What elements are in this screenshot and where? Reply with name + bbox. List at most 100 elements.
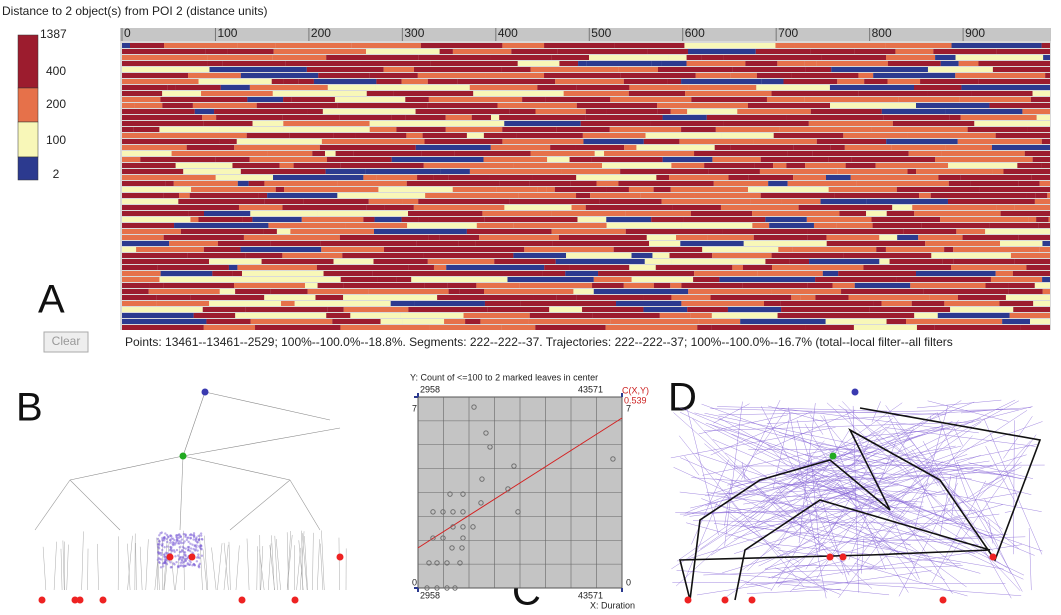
trajectory-segment <box>502 139 584 144</box>
trajectory-segment <box>563 91 629 96</box>
trajectory-segment <box>1042 289 1050 294</box>
cloud-dot <box>173 550 176 554</box>
cloud-dot <box>156 537 160 541</box>
scatter-title: Y: Count of <=100 to 2 marked leaves in … <box>410 372 598 382</box>
point <box>479 476 485 482</box>
edge <box>876 421 965 503</box>
trajectory-segment <box>858 73 874 78</box>
trajectory-segment <box>661 61 687 66</box>
edge <box>729 516 800 563</box>
trajectory-segment <box>1039 181 1050 186</box>
trajectory-segment <box>713 181 769 186</box>
trajectory-segment <box>742 265 773 270</box>
cloud-dot <box>170 535 173 538</box>
point <box>460 524 466 530</box>
trajectory-segment <box>363 217 375 222</box>
trajectory-segment <box>535 109 586 114</box>
trajectory-segment <box>480 319 529 324</box>
edge <box>60 548 63 591</box>
cloud-dot <box>171 541 175 544</box>
trajectory-segment <box>363 175 377 180</box>
edge <box>741 399 781 480</box>
trajectory-segment <box>282 115 340 120</box>
trajectory-segment <box>727 307 782 312</box>
point <box>460 535 466 541</box>
legend-swatch <box>17 87 39 123</box>
edge <box>804 423 909 593</box>
trajectory-segment <box>783 79 838 84</box>
trajectory-segment <box>194 109 215 114</box>
trajectory-segment <box>1003 169 1050 174</box>
trajectory-segment <box>962 235 1019 240</box>
cloud-dot <box>163 555 166 558</box>
edge <box>703 565 963 576</box>
point <box>610 456 616 462</box>
trajectory-segment <box>192 103 257 108</box>
trajectory-segment <box>583 139 644 144</box>
trajectory-segment <box>881 301 912 306</box>
trajectory-segment <box>596 181 619 186</box>
trajectory-segment <box>345 223 408 228</box>
trajectory-segment <box>957 139 1042 144</box>
trajectory-segment <box>326 313 351 318</box>
trajectory-segment <box>582 133 646 138</box>
trajectory-segment <box>745 61 778 66</box>
edge <box>851 476 924 514</box>
edge <box>860 488 905 514</box>
trajectory-segment <box>423 271 504 276</box>
trajectory-segment <box>494 259 556 264</box>
cloud-dot <box>184 534 188 537</box>
cloud-dot <box>172 562 175 565</box>
trajectory-segment <box>670 109 688 114</box>
node <box>179 452 187 460</box>
trajectory-segment <box>122 199 168 204</box>
trajectory-segment <box>219 289 236 294</box>
trajectory-segment <box>528 319 611 324</box>
cloud-dot <box>161 548 164 552</box>
x-tick-label: 2958 <box>420 590 440 600</box>
trajectory-segment <box>369 73 418 78</box>
trajectory-segment <box>941 151 1025 156</box>
point <box>452 585 458 591</box>
trajectory-segment <box>408 211 483 216</box>
trajectory-segment <box>205 49 228 54</box>
trajectory-segment <box>186 145 235 150</box>
edge <box>826 402 981 539</box>
trajectory-segment <box>202 307 246 312</box>
edge <box>298 540 304 591</box>
trajectory-segment <box>1036 217 1049 222</box>
trajectory-segment <box>535 325 606 330</box>
trajectory-segment <box>246 133 290 138</box>
x-tick-label: 800 <box>872 26 892 40</box>
edge <box>235 545 240 591</box>
trajectory-segment <box>240 73 319 78</box>
clear-button[interactable] <box>43 331 89 353</box>
edge <box>164 542 170 591</box>
trajectory-segment <box>935 55 956 60</box>
trajectory-segment <box>850 175 939 180</box>
trajectory-segment <box>828 187 897 192</box>
trajectory-segment <box>307 109 323 114</box>
edge <box>927 400 1009 422</box>
trajectory-segment <box>1018 235 1050 240</box>
trajectory-segment <box>569 265 630 270</box>
trajectory-segment <box>643 307 688 312</box>
trajectory-segment <box>662 157 713 162</box>
trajectory-segment <box>320 241 417 246</box>
trajectory-segment <box>800 295 816 300</box>
trajectory-segment <box>418 217 485 222</box>
trajectory-segment <box>198 61 208 66</box>
cloud-dot <box>196 549 199 552</box>
trajectory-segment <box>927 91 972 96</box>
panel-label: A <box>38 278 65 322</box>
trajectory-segment <box>691 97 767 102</box>
trajectory-segment <box>825 175 851 180</box>
clear-label[interactable]: Clear <box>52 334 81 348</box>
trajectory-segment <box>896 277 991 282</box>
trajectory-segment <box>201 91 273 96</box>
edge <box>693 520 973 525</box>
trajectory-segment <box>413 205 505 210</box>
edge <box>705 423 958 507</box>
trajectory-segment <box>160 97 248 102</box>
trajectory-segment <box>672 205 721 210</box>
